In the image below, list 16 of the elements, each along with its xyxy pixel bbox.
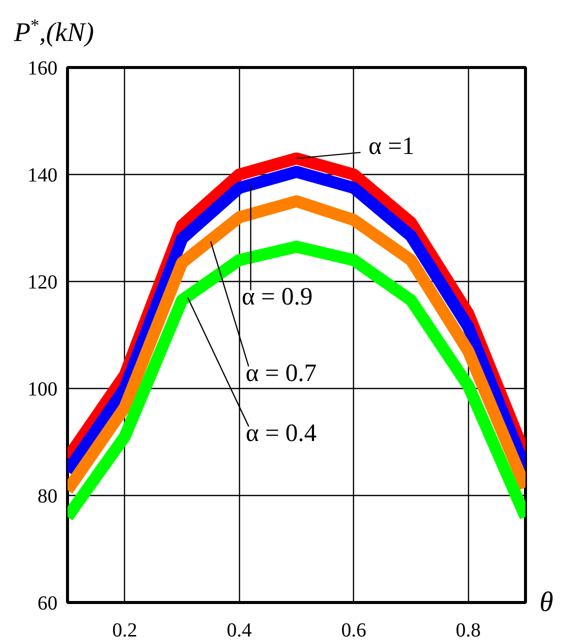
annotation: α =1 — [368, 132, 414, 160]
x-tick-label: 0.2 — [112, 620, 138, 642]
x-axis-title: θ — [540, 587, 554, 618]
y-axis-title: P$^{*}$,(kN) — [14, 14, 94, 47]
y-tick-label: 100 — [28, 378, 58, 400]
annotation: α = 0.4 — [246, 420, 318, 448]
x-tick-label: 0.8 — [456, 620, 481, 642]
x-tick-label: 0.4 — [226, 620, 252, 642]
y-tick-label: 80 — [38, 486, 58, 508]
y-tick-label: 120 — [28, 272, 58, 294]
y-tick-label: 160 — [28, 58, 58, 80]
y-tick-label: 140 — [28, 164, 58, 186]
annotation: α = 0.7 — [246, 360, 317, 387]
y-tick-label: 60 — [38, 592, 58, 614]
annotation: α = 0.9 — [242, 284, 313, 311]
x-tick-label: 0.6 — [341, 620, 366, 642]
